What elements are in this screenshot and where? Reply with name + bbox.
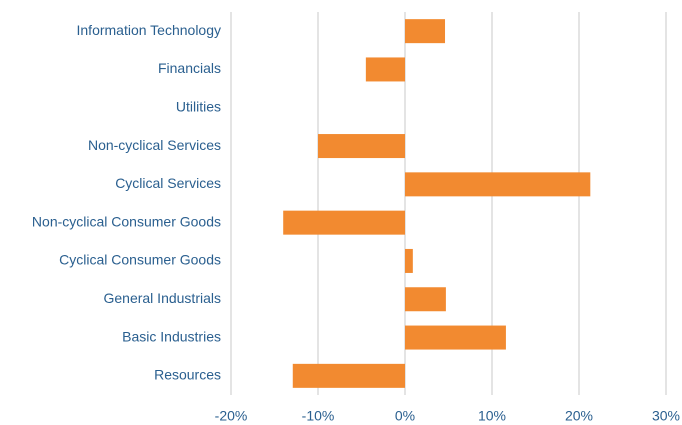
y-tick-label: Non-cyclical Services	[88, 137, 221, 153]
y-tick-label: Financials	[158, 60, 221, 76]
y-tick-label: Basic Industries	[122, 328, 221, 344]
bar	[365, 57, 405, 82]
y-tick-label: General Industrials	[103, 290, 221, 306]
x-tick-label: 10%	[478, 408, 506, 424]
x-tick-label: -20%	[215, 408, 248, 424]
y-tick-label: Information Technology	[77, 22, 222, 38]
y-tick-label: Cyclical Consumer Goods	[59, 252, 221, 268]
bar	[405, 172, 591, 197]
y-tick-label: Non-cyclical Consumer Goods	[32, 213, 221, 229]
bar	[318, 134, 405, 159]
bar	[405, 19, 446, 44]
bar	[283, 210, 405, 235]
x-tick-label: -10%	[302, 408, 335, 424]
x-tick-label: 30%	[652, 408, 680, 424]
y-tick-label: Cyclical Services	[115, 175, 221, 191]
bar	[405, 325, 506, 350]
x-tick-label: 0%	[395, 408, 415, 424]
bar	[405, 287, 446, 312]
bar	[292, 363, 405, 388]
y-tick-label: Utilities	[176, 98, 221, 114]
x-tick-label: 20%	[565, 408, 593, 424]
y-tick-label: Resources	[154, 367, 221, 383]
bar	[405, 248, 413, 273]
